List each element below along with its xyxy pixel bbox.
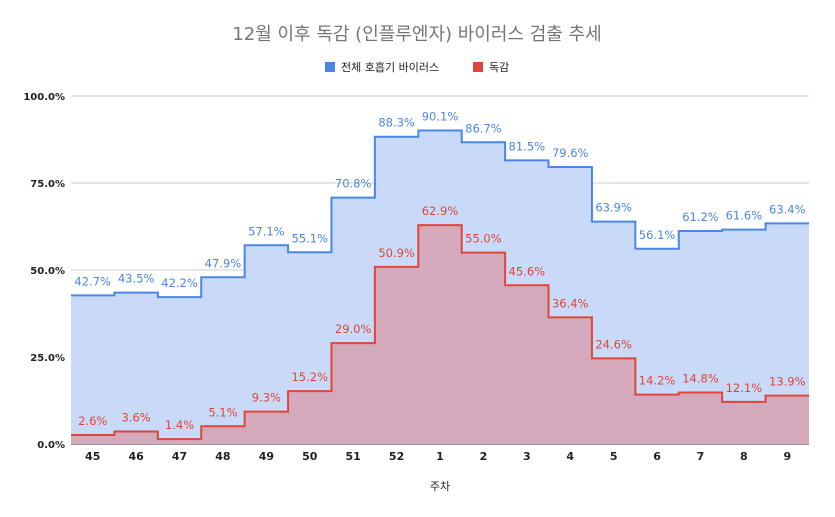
x-tick-label: 2 (480, 450, 488, 463)
x-tick-label: 5 (610, 450, 618, 463)
x-tick-label: 51 (346, 450, 361, 463)
data-label-total-respiratory: 61.6% (726, 209, 763, 223)
data-label-total-respiratory: 88.3% (378, 116, 415, 130)
x-tick-label: 49 (259, 450, 274, 463)
x-tick-label: 3 (523, 450, 531, 463)
legend-label-total: 전체 호흡기 바이러스 (341, 60, 439, 74)
data-label-influenza: 9.3% (252, 391, 281, 405)
x-tick-label: 4 (566, 450, 574, 463)
data-label-influenza: 1.4% (165, 418, 194, 432)
data-labels: 42.7% 43.5% 42.2% 47.9% 57.1% 55.1% 70.8% 88.3%… (74, 109, 805, 432)
x-tick-label: 47 (172, 450, 187, 463)
data-label-influenza: 55.0% (465, 232, 502, 246)
data-label-influenza: 50.9% (378, 246, 415, 260)
y-tick-label: 0.0% (37, 440, 65, 451)
data-label-influenza: 3.6% (122, 410, 151, 424)
legend-label-flu: 독감 (489, 61, 509, 74)
x-axis-ticks: 45 46 47 48 49 50 51 52 1 2 3 4 5 6 7 8 9 (85, 450, 791, 463)
y-tick-label: 100.0% (23, 92, 65, 103)
data-label-influenza: 14.2% (639, 374, 676, 388)
data-label-influenza: 15.2% (291, 370, 328, 384)
data-label-total-respiratory: 42.7% (74, 274, 111, 288)
x-axis-label: 주차 (430, 480, 450, 493)
data-label-influenza: 5.1% (208, 405, 237, 419)
y-axis-ticks: 0.0% 25.0% 50.0% 75.0% 100.0% (23, 92, 65, 451)
x-tick-label: 6 (653, 450, 661, 463)
data-label-total-respiratory: 70.8% (335, 177, 372, 191)
data-label-total-respiratory: 57.1% (248, 224, 285, 238)
y-tick-label: 25.0% (30, 353, 65, 364)
data-label-influenza: 45.6% (509, 264, 546, 278)
x-tick-label: 48 (215, 450, 230, 463)
data-label-influenza: 12.1% (726, 381, 763, 395)
data-label-total-respiratory: 61.2% (682, 210, 719, 224)
data-label-total-respiratory: 90.1% (422, 109, 459, 123)
x-tick-label: 9 (783, 450, 791, 463)
x-tick-label: 50 (302, 450, 318, 463)
x-tick-label: 46 (128, 450, 144, 463)
data-label-total-respiratory: 81.5% (509, 139, 546, 153)
line-influenza (71, 224, 809, 441)
area-influenza (71, 225, 809, 444)
legend-swatch-total (325, 62, 335, 72)
y-tick-label: 50.0% (30, 266, 65, 277)
data-label-influenza: 29.0% (335, 322, 372, 336)
data-label-total-respiratory: 63.9% (595, 201, 632, 215)
data-label-total-respiratory: 42.2% (161, 276, 198, 290)
legend-swatch-flu (473, 62, 483, 72)
x-tick-label: 1 (436, 450, 444, 463)
x-tick-label: 52 (389, 450, 404, 463)
x-tick-label: 8 (740, 450, 748, 463)
y-tick-label: 75.0% (30, 179, 65, 190)
series-lines (71, 129, 809, 441)
x-tick-label: 45 (85, 450, 100, 463)
legend: 전체 호흡기 바이러스 독감 (325, 60, 509, 74)
data-label-total-respiratory: 86.7% (465, 121, 502, 135)
x-tick-label: 7 (697, 450, 705, 463)
chart-title: 12월 이후 독감 (인플루엔자) 바이러스 검출 추세 (232, 24, 601, 45)
data-label-influenza: 14.8% (682, 371, 719, 385)
data-label-influenza: 62.9% (422, 204, 459, 218)
data-label-total-respiratory: 55.1% (291, 231, 328, 245)
data-label-influenza: 13.9% (769, 375, 806, 389)
data-label-influenza: 24.6% (595, 337, 632, 351)
data-label-total-respiratory: 43.5% (118, 272, 155, 286)
data-label-total-respiratory: 63.4% (769, 202, 806, 216)
data-label-total-respiratory: 56.1% (639, 228, 676, 242)
data-label-influenza: 36.4% (552, 296, 589, 310)
series-areas (71, 130, 809, 444)
data-label-influenza: 2.6% (78, 414, 107, 428)
data-label-total-respiratory: 79.6% (552, 146, 589, 160)
line-total-respiratory (71, 129, 809, 299)
data-label-total-respiratory: 47.9% (205, 256, 242, 270)
